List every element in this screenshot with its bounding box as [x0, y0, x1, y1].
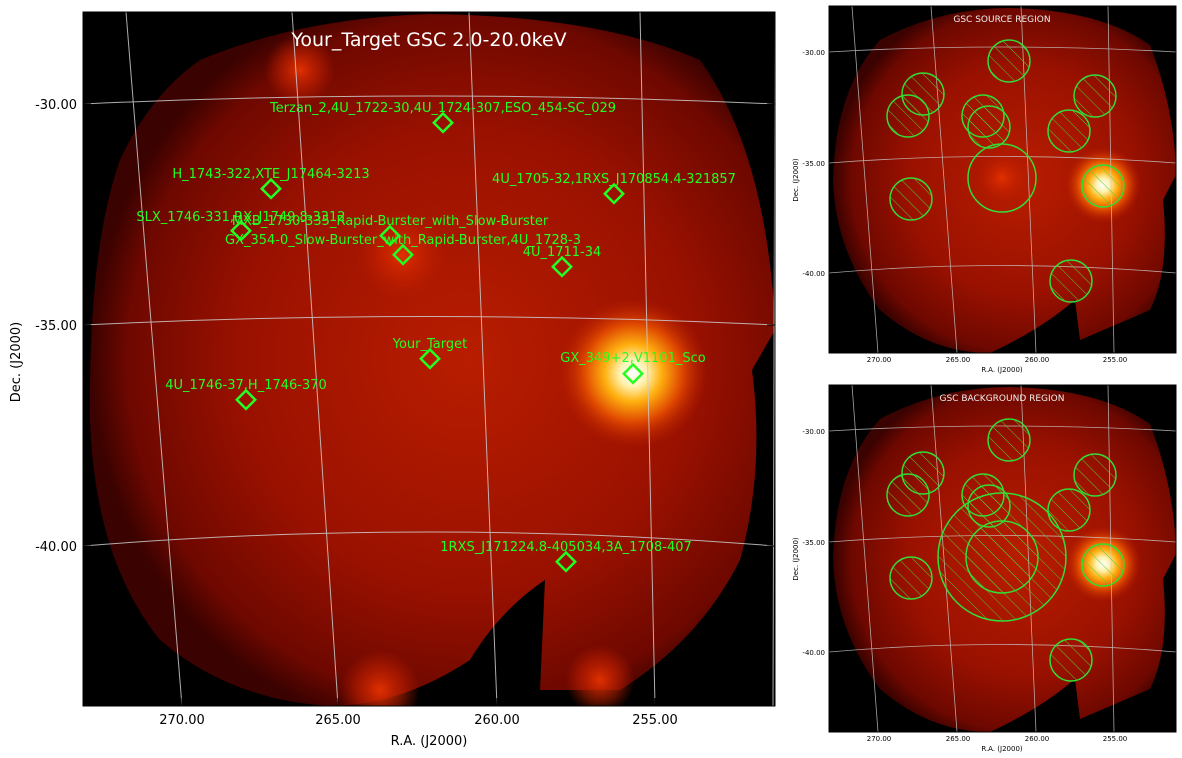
exclusion-circle[interactable] [886, 94, 930, 138]
soft-glow-4 [565, 645, 635, 706]
main-plot-frame [82, 11, 776, 707]
source-marker-gx354[interactable] [392, 243, 414, 266]
exclusion-circle[interactable] [967, 484, 1011, 528]
background-region-exclusion-circles [886, 418, 1125, 682]
source-label-1rxs1712: 1RXS_J171224.8-405034,3A_1708-407 [440, 540, 692, 555]
source-marker-4u1705[interactable] [603, 182, 625, 205]
source-label-4u1705: 4U_1705-32,1RXS_J170854.4-321857 [492, 172, 736, 187]
main-x-tick-labels: 270.00 265.00 260.00 255.00 [159, 713, 678, 728]
exclusion-circle[interactable] [967, 105, 1011, 149]
source-region-x-tick-255: 255.00 [1103, 356, 1128, 364]
source-label-gx354: GX_354-0_Slow-Burster_with_Rapid-Burster… [225, 233, 581, 248]
exclusion-circle[interactable] [1049, 638, 1093, 682]
background-annulus-inner[interactable] [965, 520, 1039, 594]
source-region-x-axis-label: R.A. (J2000) [981, 366, 1023, 374]
x-tick-265: 265.00 [315, 713, 361, 728]
exclusion-circle[interactable] [1081, 164, 1125, 208]
bright-source-glow [558, 298, 708, 448]
background-region-y-axis-label: Dec. (J2000) [792, 537, 800, 581]
source-marker-slx1746[interactable] [230, 219, 252, 242]
source-marker-gx349[interactable] [622, 362, 644, 385]
source-region-x-tick-260: 260.00 [1025, 356, 1050, 364]
main-y-tick-labels: -30.00 -35.00 -40.00 [35, 98, 77, 555]
soft-glow-3 [340, 650, 420, 706]
source-region-x-tick-265: 265.00 [946, 356, 971, 364]
background-region-x-axis-label: R.A. (J2000) [981, 745, 1023, 753]
background-region-y-tick-30: -30.00 [802, 428, 825, 436]
exclusion-circle[interactable] [1081, 543, 1125, 587]
exclusion-circle[interactable] [1047, 109, 1091, 153]
source-marker-your-target[interactable] [419, 347, 441, 370]
exclusion-circle[interactable] [889, 177, 933, 221]
source-label-4u1746: 4U_1746-37,H_1746-370 [165, 378, 327, 393]
background-region-x-tick-260: 260.00 [1025, 735, 1050, 743]
exclusion-circle[interactable] [987, 39, 1031, 83]
soft-glow-1 [357, 210, 447, 300]
source-label-gx349: GX_349+2,V1101_Sco [560, 351, 705, 366]
source-marker-terzan2[interactable] [432, 111, 454, 134]
background-region-x-tick-265: 265.00 [946, 735, 971, 743]
exclusion-circle[interactable] [1047, 488, 1091, 532]
source-marker-4u1711[interactable] [551, 255, 573, 278]
y-tick-30: -30.00 [35, 98, 77, 113]
source-markers [230, 111, 644, 573]
source-marker-mxb1730[interactable] [379, 224, 401, 247]
exclusion-circle[interactable] [886, 473, 930, 517]
background-region-x-tick-255: 255.00 [1103, 735, 1128, 743]
source-label-4u1711: 4U_1711-34 [523, 245, 602, 260]
source-label-terzan2: Terzan_2,4U_1722-30,4U_1724-307,ESO_454-… [269, 101, 616, 116]
background-region-title: GSC BACKGROUND REGION [940, 394, 1065, 404]
source-label-h1743: H_1743-322,XTE_J17464-3213 [172, 167, 369, 182]
main-y-axis-label: Dec. (J2000) [9, 322, 24, 402]
background-region-frame [828, 384, 1177, 733]
source-label-mxb1730: MXB_1730-335_Rapid-Burster_with_Slow-Bur… [232, 214, 549, 229]
source-region-panel: GSC SOURCE REGION -30.00 -35.00 -40.00 2… [792, 5, 1177, 374]
exclusion-circle[interactable] [987, 418, 1031, 462]
source-label-your-target: Your_Target [392, 337, 467, 352]
source-region-y-tick-40: -40.00 [802, 270, 825, 278]
source-region-title: GSC SOURCE REGION [953, 15, 1050, 25]
y-tick-35: -35.00 [35, 319, 77, 334]
soft-glow-2 [265, 35, 335, 105]
source-marker-1rxs1712[interactable] [555, 550, 577, 573]
source-label-slx1746: SLX_1746-331,RX_J1749.8-3312 [136, 210, 345, 225]
main-ticks [83, 103, 775, 706]
background-region-y-tick-35: -35.00 [802, 539, 825, 547]
exclusion-circle[interactable] [1073, 453, 1117, 497]
source-region-y-tick-35: -35.00 [802, 160, 825, 168]
exclusion-circle[interactable] [889, 556, 933, 600]
x-tick-260: 260.00 [474, 713, 520, 728]
source-region-frame [828, 5, 1177, 354]
exclusion-circle[interactable] [1073, 74, 1117, 118]
y-tick-40: -40.00 [35, 540, 77, 555]
main-title: Your_Target GSC 2.0-20.0keV [290, 29, 566, 51]
source-region-x-tick-270: 270.00 [867, 356, 892, 364]
exposure-map [89, 14, 775, 706]
x-tick-270: 270.00 [159, 713, 205, 728]
coordinate-grid [83, 12, 775, 706]
source-region-exclusion-circles [886, 39, 1125, 303]
source-region-soft-glow [977, 153, 1027, 203]
background-region-panel: GSC BACKGROUND REGION -30.00 -35.00 -40.… [792, 384, 1177, 753]
x-tick-255: 255.00 [632, 713, 678, 728]
source-extraction-circle[interactable] [967, 143, 1037, 213]
main-panel: 270.00 265.00 260.00 255.00 -30.00 -35.0… [9, 11, 776, 749]
source-labels: Terzan_2,4U_1722-30,4U_1724-307,ESO_454-… [136, 101, 736, 555]
background-region-x-tick-270: 270.00 [867, 735, 892, 743]
background-region-y-tick-40: -40.00 [802, 649, 825, 657]
source-region-y-axis-label: Dec. (J2000) [792, 158, 800, 202]
source-marker-h1743[interactable] [260, 177, 282, 200]
source-marker-4u1746[interactable] [235, 388, 257, 411]
main-x-axis-label: R.A. (J2000) [391, 734, 468, 749]
source-region-y-tick-30: -30.00 [802, 49, 825, 57]
exclusion-circle[interactable] [1049, 259, 1093, 303]
